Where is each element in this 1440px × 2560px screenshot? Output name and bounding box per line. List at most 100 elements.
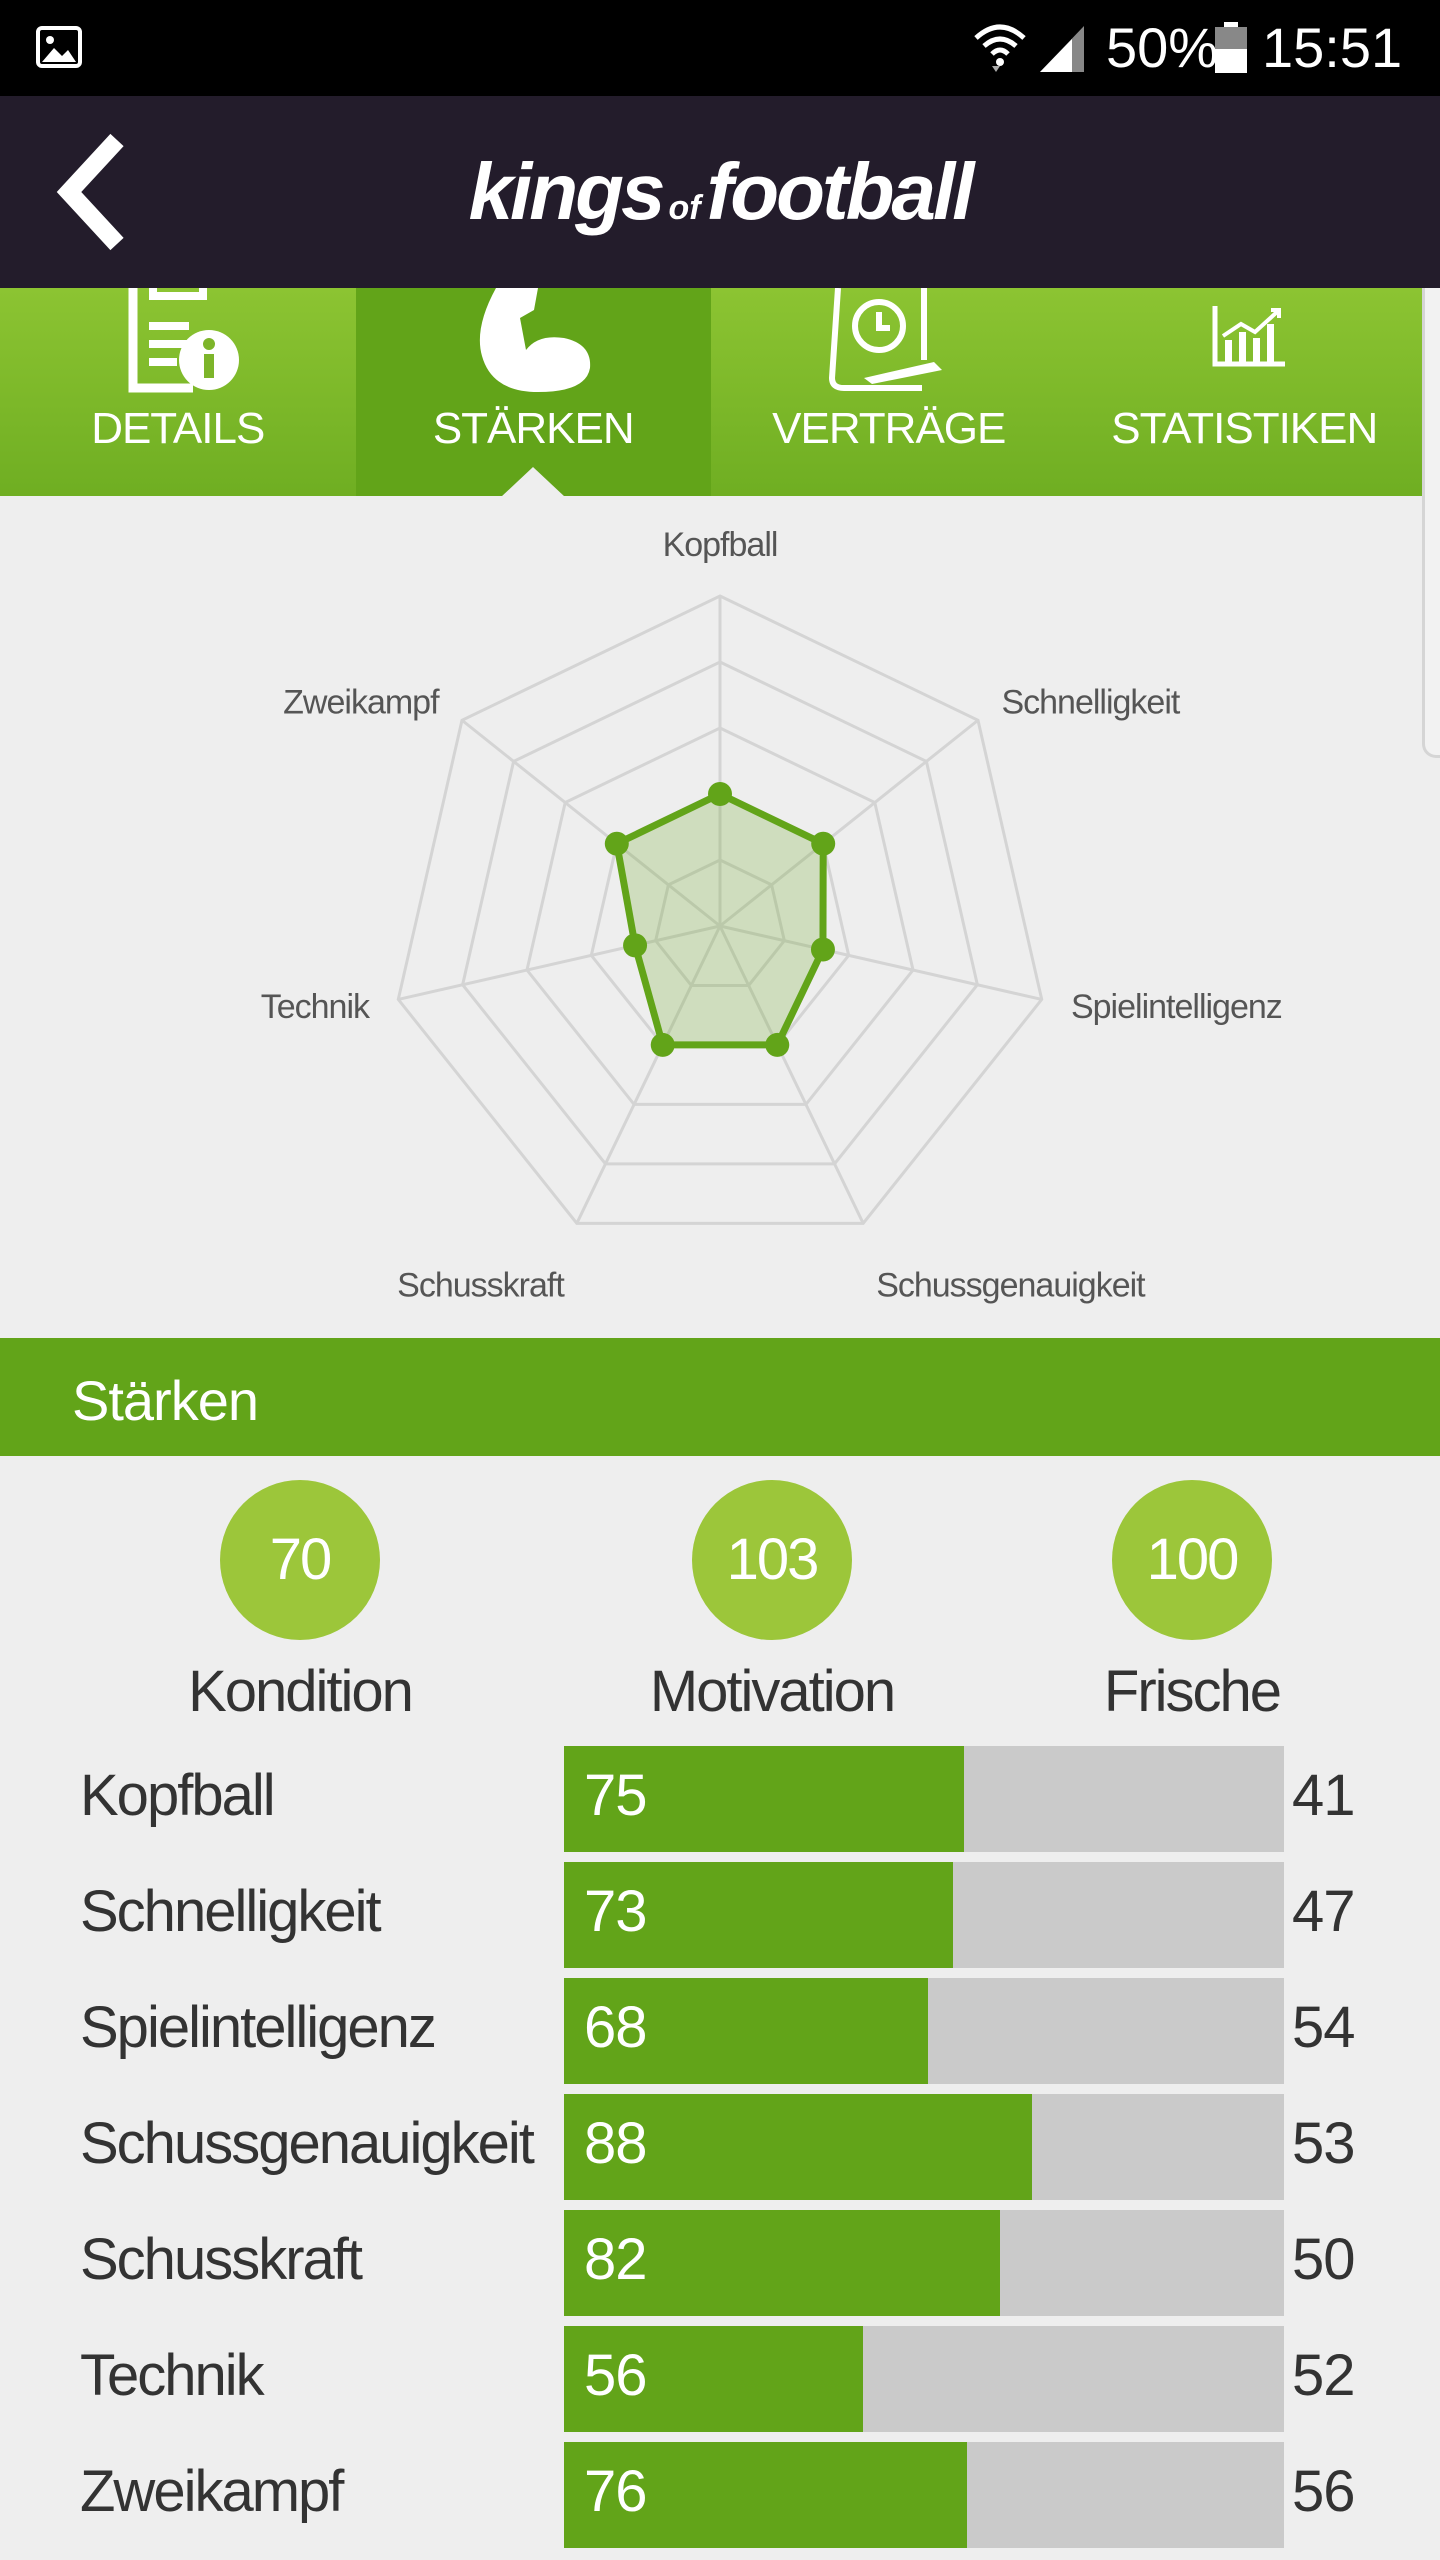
attribute-name: Zweikampf <box>80 2459 344 2524</box>
clipboard-info-icon <box>128 288 239 393</box>
radar-axis-label: Spielintelligenz <box>1071 988 1282 1026</box>
stat-label: Motivation <box>649 1659 896 1724</box>
radar-spoke <box>575 925 722 1224</box>
image-icon <box>36 26 82 68</box>
app-logo: kings offootball <box>468 147 975 236</box>
radar-axis-labels: Kopfball Schnelligkeit Spielintelligenz Sch… <box>261 526 1283 1304</box>
attribute-row: Schnelligkeit 73 47 <box>0 1862 1440 1968</box>
radar-point <box>604 831 629 856</box>
bar-chart-icon <box>1212 306 1286 367</box>
radar-point <box>810 937 835 962</box>
section-title: Stärken <box>72 1369 259 1432</box>
scrollbar[interactable] <box>1422 288 1440 758</box>
radar-point <box>623 933 648 958</box>
tab-statistiken[interactable]: STATISTIKEN <box>1067 288 1423 496</box>
radar-spoke <box>397 924 721 1001</box>
stat-circle: 70 <box>220 1480 380 1640</box>
radar-axis-label: Technik <box>261 988 371 1026</box>
stat-motivation: 103 Motivation <box>622 1480 922 1725</box>
radar-axis-label: Schussgenauigkeit <box>876 1266 1146 1304</box>
attribute-value: 68 <box>584 1995 648 2060</box>
attribute-bar: 56 <box>564 2326 1284 2432</box>
radar-grid-ring <box>525 726 915 1106</box>
tab-vertraege[interactable]: VERTRÄGE <box>711 288 1067 496</box>
attribute-bar: 82 <box>564 2210 1284 2316</box>
radar-series <box>604 782 836 1057</box>
attribute-value: 76 <box>584 2459 648 2524</box>
attribute-bar-fill <box>564 2442 968 2548</box>
attribute-bar-fill <box>564 1862 953 1968</box>
app-header: kings offootball <box>0 96 1440 288</box>
attribute-name: Kopfball <box>80 1763 276 1828</box>
attribute-name: Schussgenauigkeit <box>80 2111 535 2176</box>
stat-label: Kondition <box>188 1659 414 1724</box>
attribute-row: Spielintelligenz 68 54 <box>0 1978 1440 2084</box>
section-header: Stärken <box>0 1338 1440 1456</box>
radar-point <box>650 1032 675 1057</box>
attribute-bar-fill <box>564 1978 928 2084</box>
attribute-value: 82 <box>584 2227 648 2292</box>
attribute-name: Technik <box>80 2343 265 2408</box>
radar-point <box>811 831 836 856</box>
radar-point <box>765 1032 790 1057</box>
chevron-left-icon <box>56 133 124 251</box>
radar-axis-label: Zweikampf <box>283 684 440 722</box>
attribute-bar: 68 <box>564 1978 1284 2084</box>
attribute-row: Schussgenauigkeit 88 53 <box>0 2094 1440 2200</box>
radar-spoke <box>719 719 979 928</box>
tab-label: STÄRKEN <box>432 404 635 453</box>
attribute-value: 75 <box>584 1763 648 1828</box>
attribute-row: Schusskraft 82 50 <box>0 2210 1440 2316</box>
attribute-value: 73 <box>584 1879 648 1944</box>
stat-frische: 100 Frische <box>1042 1480 1342 1725</box>
attribute-secondary-value: 50 <box>1292 2227 1356 2292</box>
radar-chart: Kopfball Schnelligkeit Spielintelligenz Sch… <box>261 526 1283 1304</box>
radar-point <box>708 782 732 806</box>
radar-series-area <box>613 790 827 1049</box>
back-button[interactable] <box>40 128 150 256</box>
radar-axis-label: Schnelligkeit <box>1001 684 1180 722</box>
attribute-bar-fill <box>564 2326 863 2432</box>
attribute-secondary-value: 56 <box>1292 2459 1356 2524</box>
attribute-bar: 73 <box>564 1862 1284 1968</box>
stat-label: Frische <box>1103 1659 1282 1724</box>
radar-spoke <box>718 925 865 1224</box>
attribute-name: Schusskraft <box>80 2227 363 2292</box>
contract-clock-icon <box>828 288 942 391</box>
status-bar: 50% 15:51 <box>0 0 1440 96</box>
stat-kondition: 70 Kondition <box>150 1480 450 1725</box>
attribute-bar-fill <box>564 2094 1032 2200</box>
tab-staerken[interactable]: STÄRKEN <box>355 288 711 497</box>
attribute-secondary-value: 41 <box>1292 1763 1356 1828</box>
tab-label: VERTRÄGE <box>772 404 1006 453</box>
signal-icon <box>1040 26 1084 72</box>
radar-spoke <box>719 924 1043 1001</box>
battery-percent: 50% <box>1106 16 1219 79</box>
attribute-bar: 88 <box>564 2094 1284 2200</box>
radar-grid-ring <box>654 858 786 987</box>
attribute-value: 56 <box>584 2343 648 2408</box>
radar-spoke <box>461 719 721 928</box>
attribute-secondary-value: 47 <box>1292 1879 1356 1944</box>
attribute-value: 88 <box>584 2111 648 2176</box>
stat-circle: 103 <box>692 1480 852 1640</box>
wifi-icon <box>974 24 1026 72</box>
attribute-row: Zweikampf 76 56 <box>0 2442 1440 2548</box>
tab-label: DETAILS <box>91 404 265 453</box>
tab-label: STATISTIKEN <box>1111 404 1378 453</box>
attribute-bar: 75 <box>564 1746 1284 1852</box>
attribute-row: Technik 56 52 <box>0 2326 1440 2432</box>
active-tab-pointer <box>501 467 566 497</box>
attribute-secondary-value: 53 <box>1292 2111 1356 2176</box>
radar-grid-ring <box>396 594 1044 1225</box>
attribute-secondary-value: 54 <box>1292 1995 1356 2060</box>
radar-grid-ring <box>460 660 980 1166</box>
attribute-name: Schnelligkeit <box>80 1879 382 1944</box>
tab-bar: DETAILS STÄRKEN VERTRÄGE STATISTIKEN <box>0 288 1423 497</box>
attribute-row: Kopfball 75 41 <box>0 1746 1440 1852</box>
attribute-name: Spielintelligenz <box>80 1995 437 2060</box>
radar-axis-label: Schusskraft <box>397 1266 565 1304</box>
tab-details[interactable]: DETAILS <box>0 288 356 496</box>
battery-icon <box>1215 22 1247 73</box>
attribute-bar-fill <box>564 2210 1000 2316</box>
